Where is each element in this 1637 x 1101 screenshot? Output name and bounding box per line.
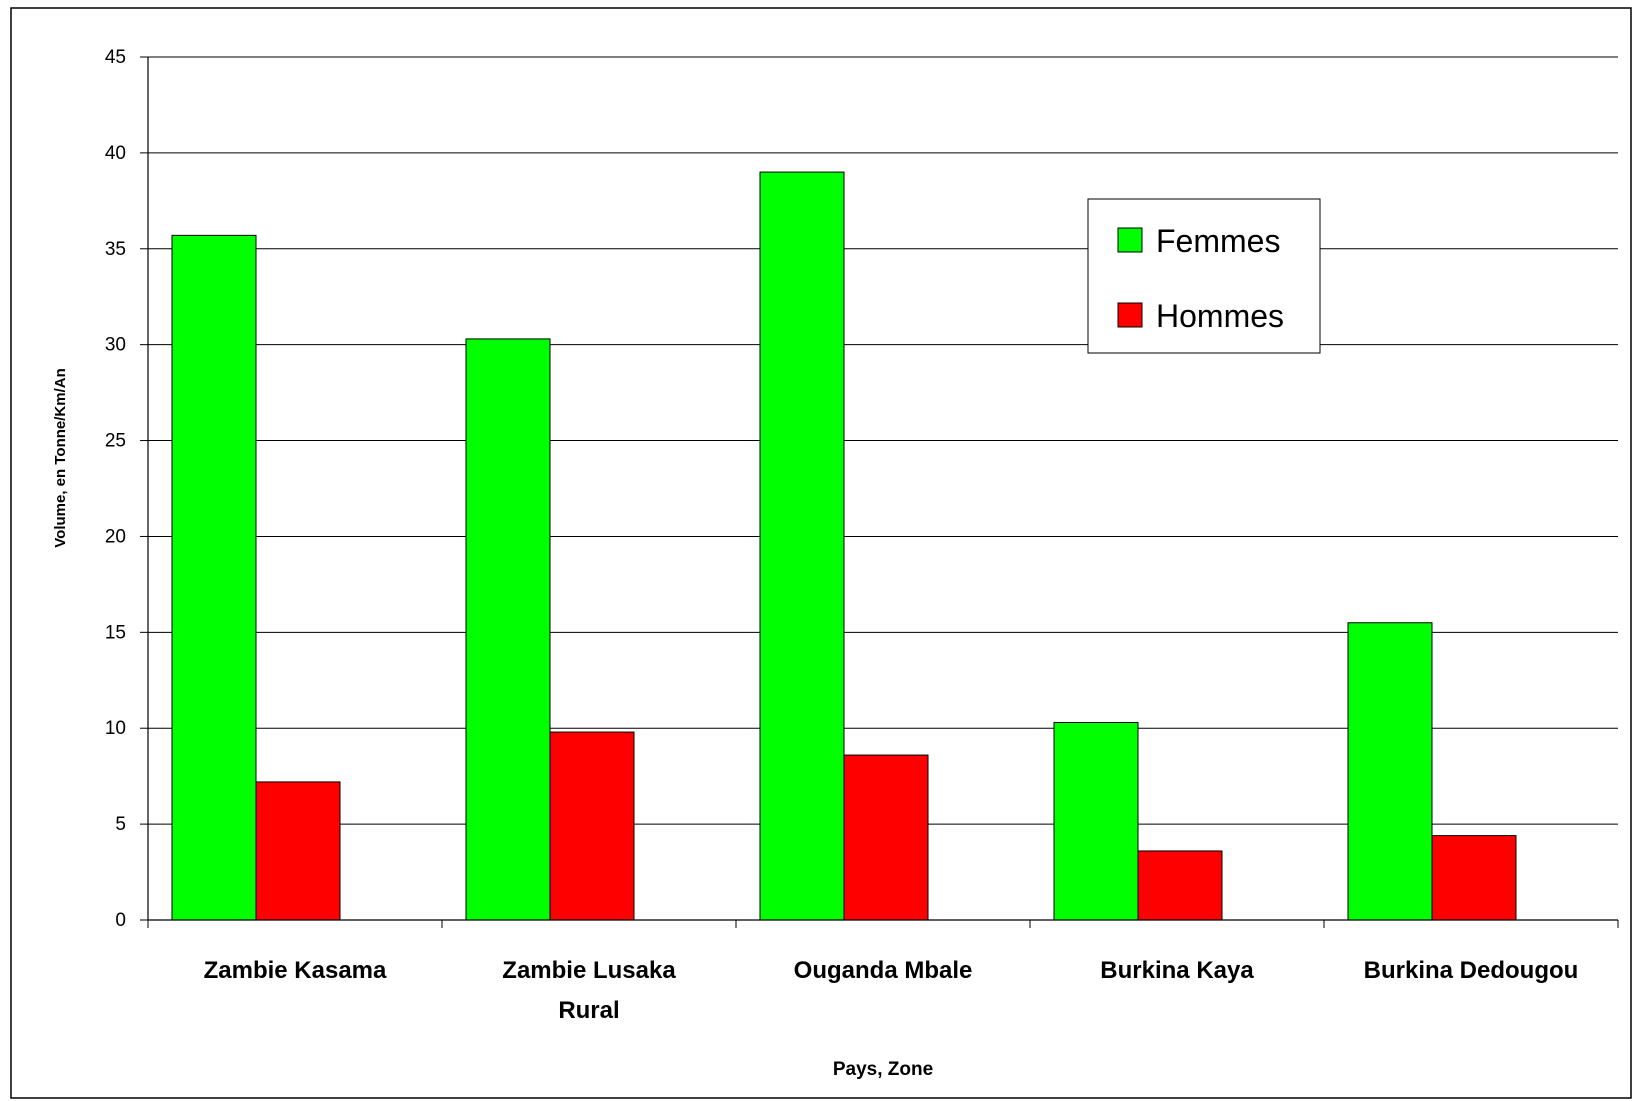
bar-hommes bbox=[843, 754, 929, 921]
x-tick-label-line: Burkina Kaya bbox=[1100, 957, 1254, 984]
x-tick-label: Burkina Dedougou bbox=[1364, 957, 1579, 984]
axes bbox=[140, 56, 1619, 928]
bar-hommes bbox=[549, 731, 635, 921]
x-tick-labels: Zambie Kasama Zambie Lusaka Rural Ouganda M… bbox=[204, 957, 1579, 1024]
bar-hommes bbox=[1137, 850, 1223, 921]
y-tick-labels: 0 5 10 15 20 25 30 35 40 45 bbox=[105, 47, 126, 931]
x-tick-label: Zambie Kasama bbox=[204, 957, 387, 984]
bar-femmes bbox=[1347, 622, 1433, 921]
legend-swatch bbox=[1117, 302, 1143, 328]
legend-label: Femmes bbox=[1156, 223, 1280, 259]
y-tick-label: 10 bbox=[105, 718, 126, 739]
legend-swatch bbox=[1117, 227, 1143, 253]
y-tick-label: 45 bbox=[105, 47, 126, 68]
y-tick-label: 40 bbox=[105, 143, 126, 164]
x-tick-label: Zambie Lusaka Rural bbox=[502, 957, 676, 1024]
x-tick-label: Burkina Kaya bbox=[1100, 957, 1254, 984]
y-tick-label: 25 bbox=[105, 431, 126, 452]
legend: Femmes Hommes bbox=[1087, 198, 1321, 354]
y-tick-label: 30 bbox=[105, 335, 126, 356]
bar-hommes bbox=[255, 781, 341, 921]
bar-femmes bbox=[759, 171, 845, 921]
bar-femmes bbox=[465, 338, 551, 921]
x-axis-label: Pays, Zone bbox=[833, 1059, 933, 1080]
x-tick-label-line: Zambie Lusaka bbox=[502, 957, 676, 984]
y-tick-label: 20 bbox=[105, 526, 126, 547]
bar-hommes bbox=[1431, 835, 1517, 921]
y-tick-label: 15 bbox=[105, 622, 126, 643]
x-tick-label-line: Burkina Dedougou bbox=[1364, 957, 1579, 984]
legend-label: Hommes bbox=[1156, 298, 1284, 334]
bar-femmes bbox=[171, 234, 257, 921]
x-tick-label-line: Zambie Kasama bbox=[204, 957, 387, 984]
x-tick-label-line: Ouganda Mbale bbox=[794, 957, 973, 984]
y-axis-label: Volume, en Tonne/Km/An bbox=[52, 368, 69, 547]
y-tick-label: 0 bbox=[115, 910, 126, 931]
y-tick-label: 5 bbox=[115, 814, 126, 835]
x-tick-label: Ouganda Mbale bbox=[794, 957, 973, 984]
bar-femmes bbox=[1053, 721, 1139, 921]
bars bbox=[171, 171, 1517, 921]
x-tick-label-line: Rural bbox=[558, 997, 619, 1024]
y-tick-label: 35 bbox=[105, 239, 126, 260]
